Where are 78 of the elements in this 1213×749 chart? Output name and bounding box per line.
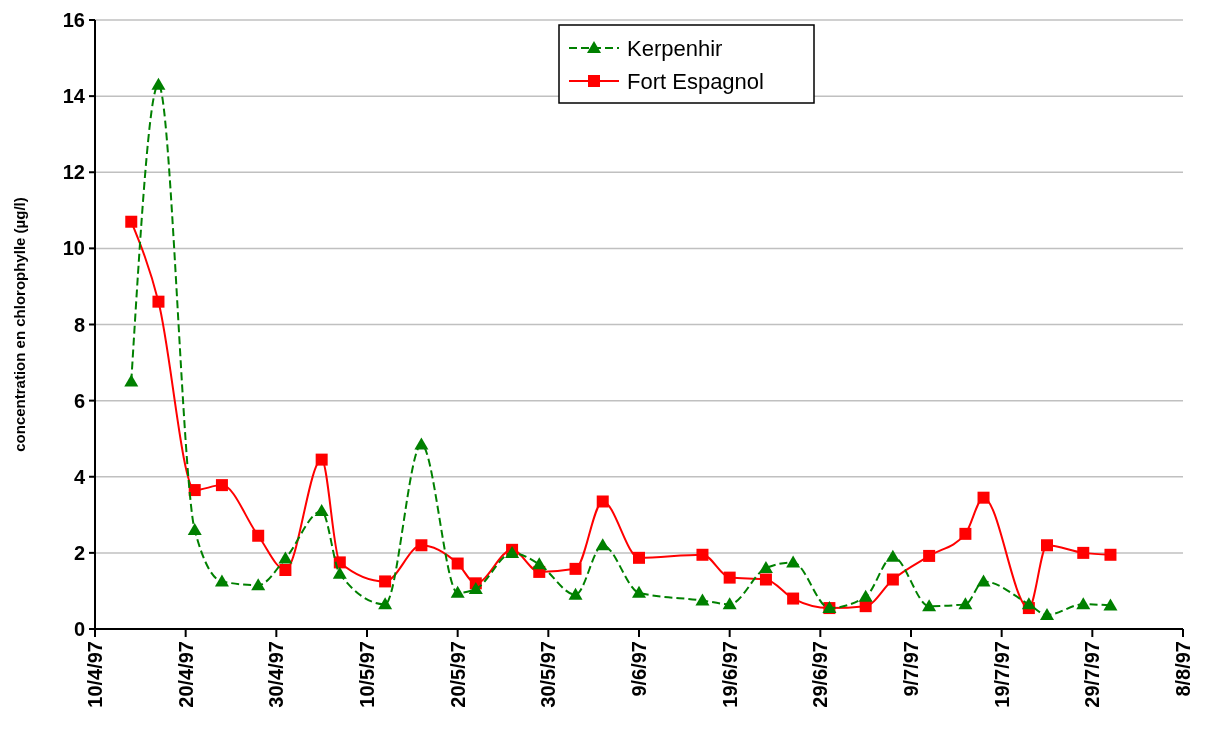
point (976, 574, 991, 587)
point (595, 538, 610, 551)
point (886, 573, 899, 586)
point (959, 527, 972, 540)
point (1104, 548, 1117, 561)
y-tick-label: 10 (62, 237, 85, 260)
point (315, 453, 328, 466)
point (696, 548, 709, 561)
point (1077, 546, 1090, 559)
point (215, 479, 228, 492)
point (1041, 539, 1053, 552)
point (695, 593, 710, 606)
x-tick-label: 20/4/97 (174, 641, 197, 708)
y-axis-title: concentration en chlorophylle (µg/l) (11, 197, 28, 452)
point (187, 523, 202, 536)
point (633, 551, 645, 564)
point (378, 597, 393, 610)
point (568, 587, 583, 600)
x-tick-label: 29/6/97 (809, 641, 832, 708)
point (977, 491, 990, 504)
point (279, 564, 292, 576)
point (151, 77, 166, 90)
y-tick-label: 6 (73, 389, 85, 412)
point (1076, 597, 1091, 610)
point (379, 575, 392, 588)
point (758, 561, 773, 574)
point (787, 592, 800, 605)
point (332, 566, 347, 579)
x-tick-label: 9/7/97 (900, 641, 922, 697)
point (125, 215, 138, 228)
point (414, 437, 429, 450)
point (958, 597, 973, 610)
point (451, 557, 464, 570)
point (152, 295, 165, 308)
point (314, 504, 329, 517)
point (532, 557, 547, 570)
point (923, 549, 936, 562)
point (450, 585, 465, 598)
x-tick-label: 19/7/97 (990, 641, 1013, 708)
point (858, 589, 873, 602)
x-tick-label: 10/5/97 (356, 641, 378, 708)
y-tick-label: 14 (62, 85, 86, 108)
point (722, 597, 737, 610)
x-tick-label: 30/4/97 (265, 641, 288, 708)
y-tick-label: 12 (62, 161, 85, 184)
y-tick-label: 0 (73, 618, 85, 640)
point (759, 573, 772, 586)
point (124, 374, 139, 387)
x-tick-label: 19/6/97 (718, 641, 741, 708)
y-tick-label: 8 (73, 313, 85, 336)
x-tick-label: 29/7/97 (1081, 641, 1104, 708)
point (569, 562, 582, 575)
point (251, 578, 266, 591)
x-tick-label: 30/5/97 (537, 641, 560, 708)
point (1103, 598, 1118, 611)
legend-label: Fort Espagnol (627, 68, 764, 94)
y-tick-label: 4 (73, 465, 86, 488)
point (415, 539, 428, 552)
y-tick-label: 2 (73, 541, 85, 564)
point (252, 529, 265, 542)
point (1040, 607, 1054, 620)
point (1021, 597, 1036, 610)
x-tick-label: 20/5/97 (446, 641, 469, 708)
point (632, 585, 646, 598)
point (188, 484, 201, 497)
legend-label: Kerpenhir (627, 35, 723, 61)
point (214, 574, 229, 587)
point (786, 555, 801, 568)
x-tick-label: 10/4/97 (84, 641, 106, 708)
point (922, 599, 937, 612)
x-tick-label: 9/6/97 (628, 641, 650, 697)
point (596, 495, 609, 508)
point (468, 582, 483, 595)
point (278, 551, 293, 564)
x-tick-label: 8/8/97 (1172, 641, 1194, 697)
y-tick-label: 16 (62, 9, 85, 31)
point (885, 549, 900, 562)
point (723, 571, 736, 584)
